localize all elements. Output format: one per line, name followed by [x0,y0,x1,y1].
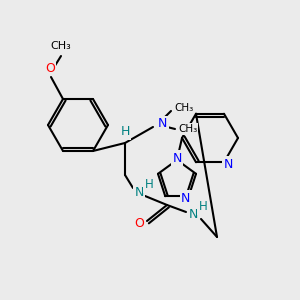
Text: H: H [145,178,153,191]
Text: H: H [199,200,207,214]
Text: N: N [223,158,233,171]
Text: N: N [158,118,167,130]
Text: N: N [172,152,182,164]
Text: H: H [120,125,130,139]
Text: CH₃: CH₃ [178,124,197,134]
Text: CH₃: CH₃ [174,103,193,113]
Text: N: N [188,208,198,221]
Text: O: O [134,218,144,230]
Text: N: N [134,187,144,200]
Text: O: O [45,61,55,74]
Text: CH₃: CH₃ [51,41,71,51]
Text: N: N [181,192,190,205]
